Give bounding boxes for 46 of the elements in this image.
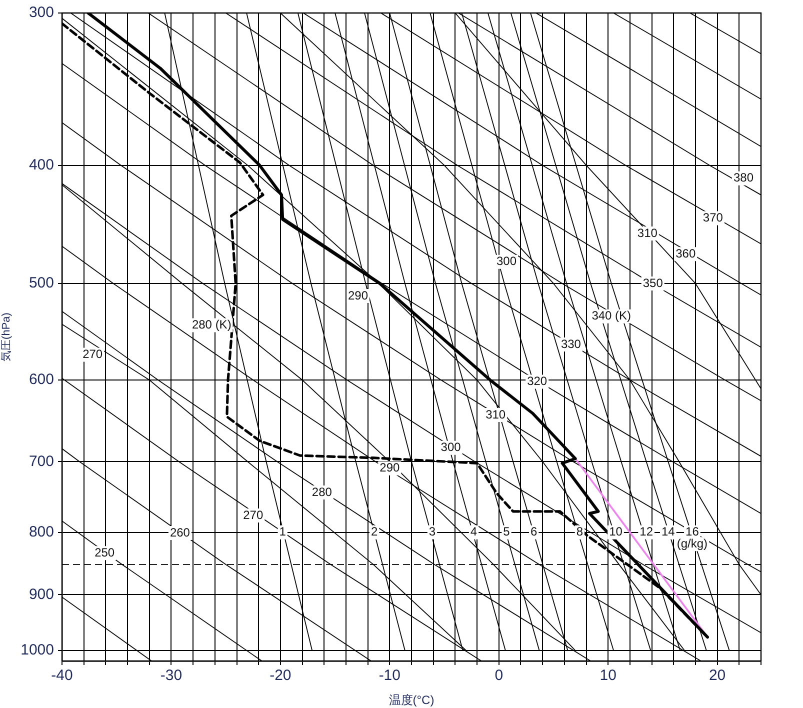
annotation: (g/kg) xyxy=(676,536,708,550)
x-tick-label: -20 xyxy=(270,667,292,684)
annotation: 6 xyxy=(530,524,538,539)
annotation: 250 xyxy=(94,545,115,560)
annotation: 16 xyxy=(686,524,700,539)
annotation: 3 xyxy=(428,524,436,539)
annotation: 12 xyxy=(640,524,654,539)
annotation: 290 xyxy=(380,460,400,475)
x-tick-label: 20 xyxy=(708,667,726,684)
annotation: 280 xyxy=(312,484,332,499)
x-tick-label: -10 xyxy=(378,667,400,684)
annotation: 4 xyxy=(470,524,478,539)
annotation: 5 xyxy=(503,524,510,539)
annotation: 310 xyxy=(486,407,506,422)
annotation: 370 xyxy=(702,210,724,225)
annotation: 330 xyxy=(560,336,582,351)
annotation: 310 xyxy=(637,226,658,240)
y-axis-title: 気圧(hPa) xyxy=(0,312,13,362)
annotation: 270 xyxy=(243,508,264,522)
x-tick-label: 0 xyxy=(494,667,504,684)
annotation: 360 xyxy=(676,246,696,260)
annotation: 270 xyxy=(82,347,103,362)
y-tick-label: 1000 xyxy=(20,642,54,659)
annotation: 300 xyxy=(496,254,517,268)
annotation: 280 (K) xyxy=(192,318,232,332)
y-tick-label: 700 xyxy=(28,452,54,470)
annotation: 14 xyxy=(661,524,676,539)
x-axis-title: 温度(°C) xyxy=(388,693,434,708)
annotation: 1 xyxy=(279,524,286,539)
y-tick-label: 400 xyxy=(28,156,54,174)
annotation: 260 xyxy=(170,525,190,540)
annotation: 8 xyxy=(576,524,584,539)
y-tick-label: 800 xyxy=(28,524,54,540)
y-tick-label: 500 xyxy=(28,274,54,292)
annotation: 2 xyxy=(371,524,378,539)
annotation: 290 xyxy=(348,288,368,302)
x-tick-label: -30 xyxy=(160,667,182,684)
annotation: 10 xyxy=(609,524,623,539)
annotation: 340 (K) xyxy=(592,308,632,323)
y-tick-label: 300 xyxy=(28,4,54,22)
y-tick-label: 900 xyxy=(28,586,54,603)
y-tick-label: 600 xyxy=(28,371,54,388)
x-tick-label: 10 xyxy=(600,667,616,684)
x-tick-label: -40 xyxy=(51,667,73,684)
annotation: 380 xyxy=(734,170,754,185)
annotation: 300 xyxy=(440,440,462,454)
